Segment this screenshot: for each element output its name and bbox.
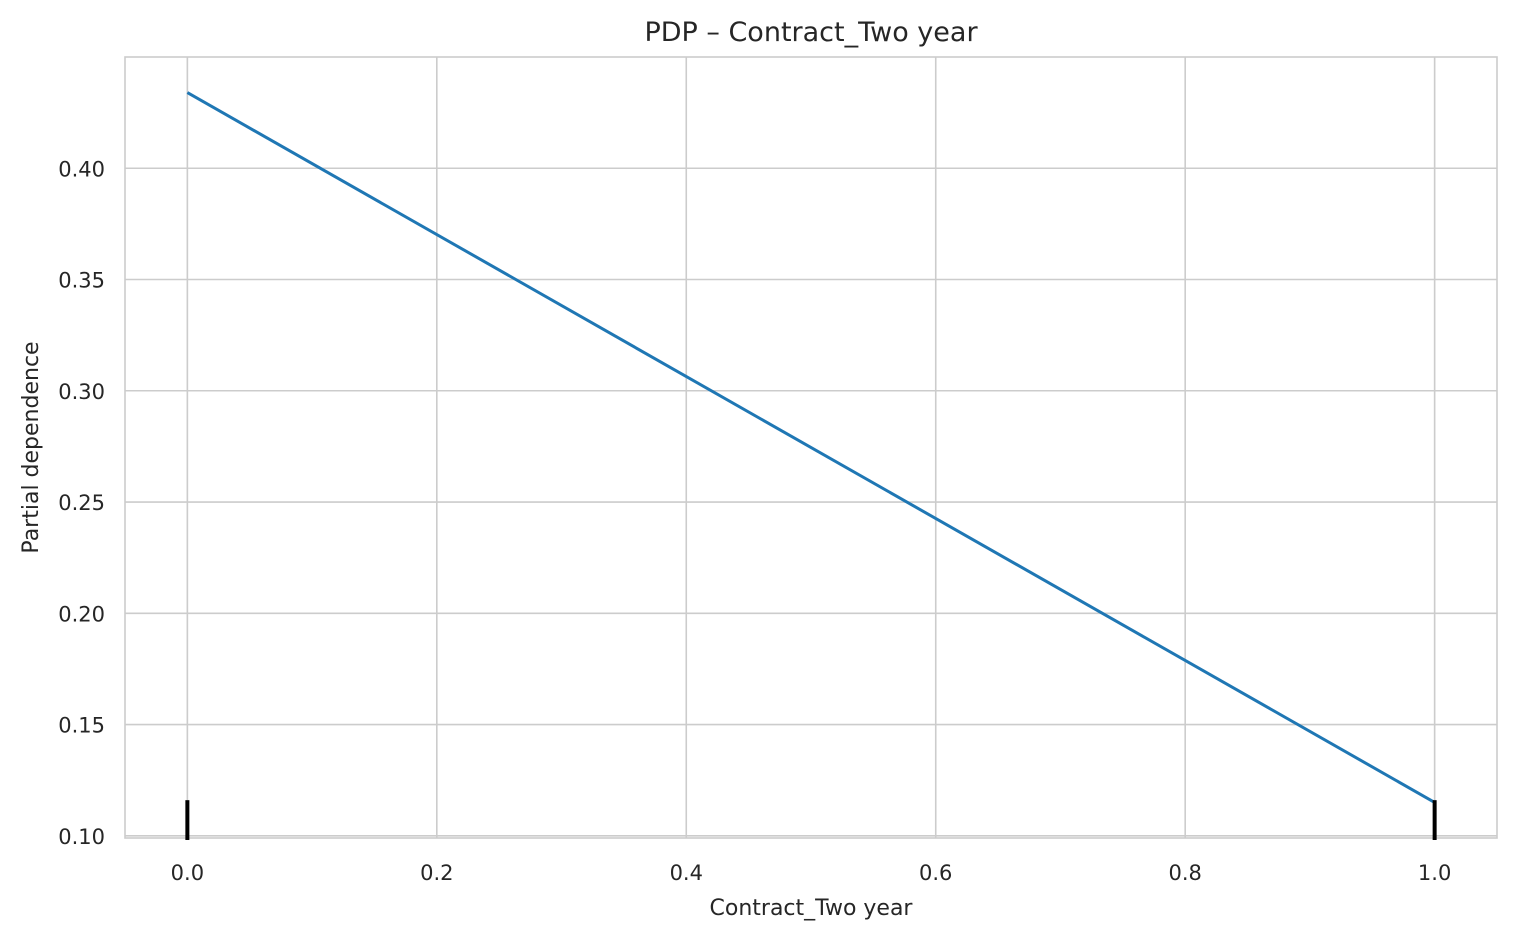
- y-axis-label: Partial dependence: [19, 341, 44, 553]
- x-tick-label-3: 0.6: [919, 861, 952, 885]
- plot-area-frame: [124, 56, 1498, 839]
- y-tick-label-0: 0.10: [58, 825, 105, 849]
- y-tick-label-4: 0.30: [58, 380, 105, 404]
- x-tick-label-2: 0.4: [670, 861, 703, 885]
- x-axis-label: Contract_Two year: [710, 896, 914, 921]
- x-tick-label-4: 0.8: [1168, 861, 1201, 885]
- series-line-0: [186, 91, 1436, 804]
- y-tick-label-3: 0.25: [58, 491, 105, 515]
- y-tick-label-2: 0.20: [58, 602, 105, 626]
- x-tick-label-0: 0.0: [171, 861, 204, 885]
- rug-marks: [185, 800, 1437, 840]
- series-layer: [186, 91, 1436, 804]
- y-tick-label-1: 0.15: [58, 714, 105, 738]
- x-axis-ticks: 0.0 0.2 0.4 0.6 0.8 1.0: [171, 861, 1452, 885]
- y-tick-label-5: 0.35: [58, 269, 105, 293]
- y-tick-label-6: 0.40: [58, 157, 105, 181]
- chart-title: PDP – Contract_Two year: [644, 17, 978, 48]
- y-axis-ticks: 0.10 0.15 0.20 0.25 0.30 0.35 0.40: [58, 157, 105, 849]
- x-tick-label-5: 1.0: [1418, 861, 1451, 885]
- grid-lines: [125, 57, 1497, 838]
- x-tick-label-1: 0.2: [420, 861, 453, 885]
